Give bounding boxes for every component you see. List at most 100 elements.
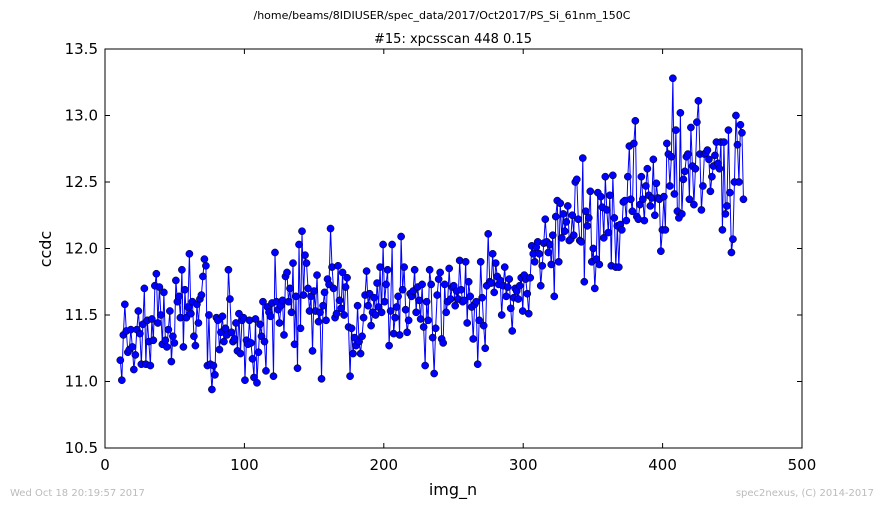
data-point	[262, 367, 270, 375]
data-point	[161, 336, 170, 345]
data-point	[383, 265, 392, 274]
data-point	[376, 263, 384, 271]
data-point	[617, 226, 626, 234]
data-point	[568, 211, 577, 220]
data-point	[140, 284, 149, 293]
data-point	[181, 285, 189, 294]
data-point	[708, 172, 716, 181]
data-point	[164, 325, 173, 334]
data-point	[721, 210, 730, 218]
data-point	[723, 202, 731, 210]
data-point	[657, 247, 665, 256]
data-point	[541, 215, 550, 224]
data-point	[445, 264, 454, 273]
y-tick-label: 13.5	[65, 40, 98, 58]
data-point	[335, 296, 344, 305]
data-point	[434, 275, 443, 283]
data-point	[241, 376, 249, 385]
data-point	[663, 139, 671, 148]
data-point	[166, 307, 174, 315]
data-point	[666, 182, 674, 190]
data-point	[295, 240, 303, 249]
data-point	[266, 312, 275, 321]
data-point	[547, 260, 556, 269]
data-point	[639, 195, 647, 204]
data-point	[308, 347, 317, 355]
data-point	[200, 255, 209, 263]
data-point	[718, 226, 727, 234]
data-point	[178, 265, 186, 274]
data-point	[738, 128, 746, 137]
data-point	[269, 372, 278, 381]
data-point	[349, 349, 357, 358]
data-point	[601, 172, 610, 181]
data-point	[703, 146, 712, 154]
data-point	[404, 316, 413, 325]
data-point	[581, 207, 590, 216]
data-point	[669, 74, 677, 83]
data-point	[412, 308, 420, 317]
data-point	[367, 321, 375, 330]
data-point	[491, 259, 500, 267]
data-point	[604, 228, 613, 237]
x-tick-label: 400	[648, 456, 677, 474]
data-point	[679, 175, 688, 184]
data-point	[422, 297, 431, 306]
data-point	[646, 202, 655, 210]
data-point	[584, 214, 593, 222]
data-point	[556, 199, 565, 208]
data-point	[526, 273, 535, 282]
data-point	[505, 275, 514, 283]
data-point	[275, 319, 284, 327]
data-point	[388, 240, 396, 249]
data-point	[169, 332, 177, 341]
data-point	[356, 349, 365, 358]
data-point	[690, 200, 698, 209]
data-point	[726, 188, 734, 197]
data-point	[172, 276, 180, 285]
data-point	[346, 372, 354, 381]
data-point	[466, 292, 475, 301]
data-point	[484, 230, 493, 238]
data-point	[421, 361, 429, 370]
y-axis-label: ccdc	[36, 231, 55, 268]
data-point	[711, 151, 719, 160]
data-point	[343, 273, 351, 282]
data-point	[706, 187, 715, 196]
data-point	[424, 316, 432, 325]
data-point	[248, 355, 257, 363]
data-point	[256, 320, 264, 329]
data-point	[464, 277, 473, 286]
data-point	[629, 139, 638, 148]
data-point	[329, 284, 338, 293]
data-point	[358, 332, 366, 341]
data-point	[478, 293, 487, 302]
data-point	[479, 321, 488, 330]
data-point	[175, 292, 183, 301]
data-point	[157, 311, 165, 319]
data-point	[463, 319, 472, 327]
data-point	[502, 292, 511, 301]
y-tick-label: 11.5	[65, 306, 98, 324]
data-point	[608, 171, 617, 180]
data-point	[461, 257, 470, 266]
data-point	[117, 376, 126, 385]
data-point	[605, 191, 614, 200]
x-tick-label: 500	[788, 456, 817, 474]
data-point	[120, 300, 129, 309]
data-point	[572, 175, 581, 184]
data-point	[678, 210, 686, 218]
data-point	[401, 305, 410, 314]
data-point	[733, 140, 742, 149]
data-point	[362, 267, 371, 275]
data-point	[439, 339, 447, 347]
data-point	[293, 364, 302, 373]
data-point	[545, 240, 554, 249]
data-point	[286, 284, 294, 293]
data-point	[211, 371, 219, 379]
data-point	[226, 295, 234, 303]
data-point	[631, 116, 640, 125]
data-point	[589, 244, 598, 253]
data-point	[425, 265, 434, 274]
